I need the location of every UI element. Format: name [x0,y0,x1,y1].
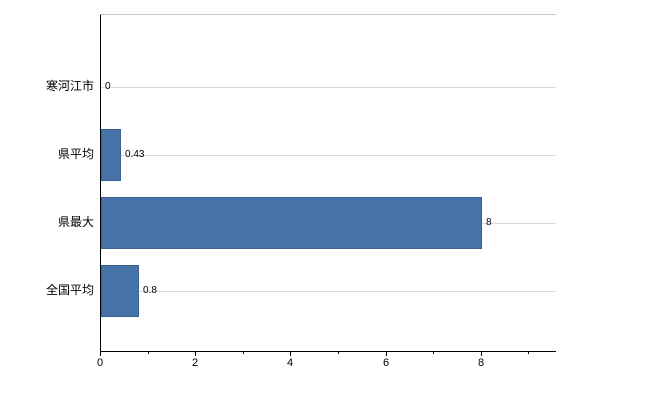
x-tick-label: 6 [382,357,390,369]
x-tick-mark [481,351,482,356]
value-label: 8 [486,217,492,228]
gridline [101,155,556,156]
gridline [101,291,556,292]
value-label: 0.43 [125,149,145,160]
x-tick-mark [290,351,291,356]
x-tick-label: 4 [286,357,294,369]
bar [101,265,139,317]
x-minor-tick-mark [148,351,149,354]
x-tick-mark [100,351,101,356]
x-tick-mark [386,351,387,356]
bar [101,129,121,181]
category-label: 全国平均 [45,283,94,297]
x-minor-tick-mark [528,351,529,354]
x-tick-label: 8 [477,357,485,369]
x-minor-tick-mark [433,351,434,354]
category-label: 県最大 [57,215,94,229]
gridline [101,87,556,88]
x-tick-mark [195,351,196,356]
x-minor-tick-mark [243,351,244,354]
value-label: 0 [105,81,111,92]
bar [101,197,482,249]
plot-area: 0 0.43 8 0.8 [100,14,556,352]
category-label: 県平均 [57,147,94,161]
category-label: 寒河江市 [45,79,94,93]
x-tick-label: 2 [191,357,199,369]
x-tick-label: 0 [96,357,104,369]
value-label: 0.8 [143,285,157,296]
x-minor-tick-mark [338,351,339,354]
